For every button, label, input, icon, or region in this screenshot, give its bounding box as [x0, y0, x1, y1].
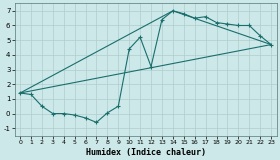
- X-axis label: Humidex (Indice chaleur): Humidex (Indice chaleur): [86, 148, 206, 156]
